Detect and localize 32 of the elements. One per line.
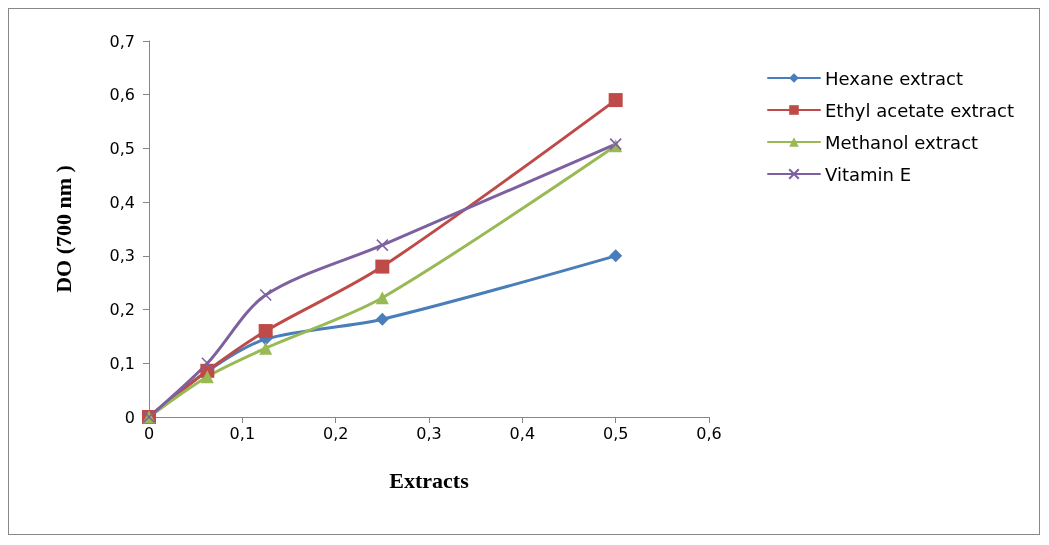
y-tick-label: 0,1 [109, 353, 135, 373]
y-tick-label: 0,6 [109, 85, 135, 105]
point [375, 291, 389, 305]
point [200, 370, 214, 384]
x-tick-label: 0,6 [696, 423, 722, 443]
point [375, 312, 389, 326]
x-tick-label: 0,2 [322, 423, 349, 443]
point [609, 249, 623, 263]
y-axis-title: DO (700 nm ) [50, 165, 76, 293]
point [376, 238, 389, 252]
point [608, 93, 623, 108]
x-tick-label: 0,5 [602, 423, 629, 443]
point [258, 324, 273, 339]
y-tick-label: 0,3 [109, 246, 135, 266]
legend-label: Ethyl acetate extract [824, 99, 1015, 121]
point [259, 288, 272, 302]
y-tick-label: 0,7 [109, 31, 135, 51]
point [201, 357, 214, 370]
x-axis-title: Extracts [389, 467, 470, 493]
point [259, 341, 273, 355]
x-tick-label: 0,4 [509, 423, 536, 443]
y-tick-label: 0 [124, 407, 135, 427]
point [375, 259, 390, 274]
legend-label: Methanol extract [824, 131, 979, 153]
y-tick-label: 0,2 [109, 300, 135, 320]
x-tick-label: 0,1 [229, 423, 256, 443]
x-tick-label: 0,3 [416, 423, 442, 443]
y-tick-label: 0,5 [109, 138, 135, 158]
legend-label: Hexane extract [824, 67, 964, 89]
x-tick-label: 0 [143, 423, 155, 443]
legend-label: Vitamin E [824, 163, 912, 185]
y-tick-label: 0,4 [109, 192, 135, 212]
